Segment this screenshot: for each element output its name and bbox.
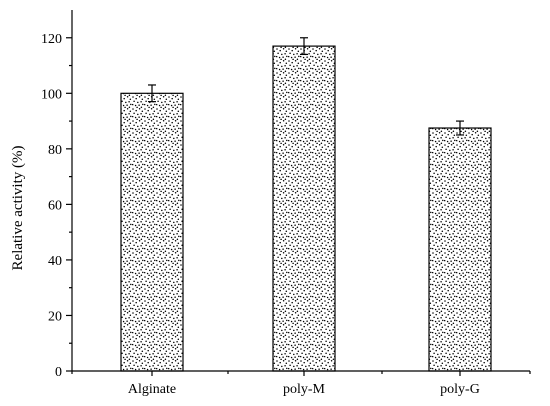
error-bar-alginate xyxy=(148,84,156,103)
bar-poly-m xyxy=(272,45,336,372)
error-bar-poly-g xyxy=(456,120,464,136)
y-tick-label: 80 xyxy=(48,143,62,158)
error-bar-poly-m xyxy=(300,37,308,56)
y-tick-label: 100 xyxy=(41,87,62,102)
bars xyxy=(120,45,492,372)
x-tick-label: poly-M xyxy=(283,382,326,397)
y-tick-label: 0 xyxy=(55,365,62,380)
x-tick-label: Alginate xyxy=(128,382,176,397)
x-tick-label: poly-G xyxy=(440,382,480,397)
bar-alginate xyxy=(120,92,184,372)
bar-poly-g xyxy=(428,127,492,372)
y-tick-label: 20 xyxy=(48,309,62,324)
y-tick-label: 120 xyxy=(41,32,62,47)
y-axis-title: Relative activity (%) xyxy=(10,146,26,271)
x-axis: Alginate poly-M poly-G xyxy=(71,370,531,397)
y-tick-label: 40 xyxy=(48,254,62,269)
y-axis: 0 20 40 60 80 100 120 xyxy=(41,10,73,380)
error-bars xyxy=(148,37,464,136)
y-tick-label: 60 xyxy=(48,198,62,213)
